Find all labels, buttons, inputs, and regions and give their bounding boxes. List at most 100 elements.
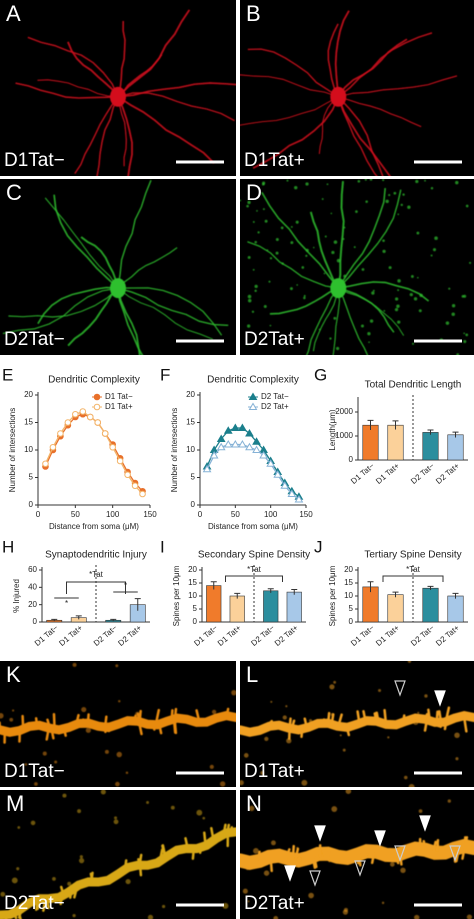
puncta bbox=[357, 179, 361, 183]
puncta bbox=[30, 820, 36, 826]
puncta bbox=[432, 248, 437, 252]
error-bar bbox=[427, 585, 434, 591]
puncta bbox=[254, 284, 258, 289]
chart-title: Synaptodendritic Injury bbox=[45, 550, 147, 561]
dendrite bbox=[252, 96, 340, 169]
dendrite bbox=[240, 96, 339, 126]
bar bbox=[286, 591, 302, 623]
puncta bbox=[410, 275, 414, 278]
puncta bbox=[372, 289, 375, 292]
marker bbox=[216, 442, 226, 451]
y-axis-label: Spines per 10μm bbox=[172, 565, 181, 626]
condition-label: D2Tat− bbox=[4, 893, 65, 914]
marker bbox=[230, 440, 240, 448]
x-tick-label: D1 Tat+ bbox=[216, 623, 243, 648]
puncta bbox=[430, 186, 434, 190]
spine bbox=[430, 849, 436, 860]
soma bbox=[110, 86, 126, 107]
puncta bbox=[252, 268, 255, 271]
marker bbox=[248, 392, 258, 400]
panel-letter: I bbox=[160, 537, 165, 556]
puncta bbox=[24, 763, 28, 766]
dendrite bbox=[337, 188, 386, 289]
dendrite bbox=[312, 287, 339, 352]
dendrite bbox=[306, 287, 339, 355]
puncta bbox=[402, 193, 405, 196]
puncta bbox=[369, 179, 373, 181]
puncta bbox=[273, 915, 279, 919]
puncta bbox=[196, 809, 203, 816]
puncta bbox=[247, 255, 251, 259]
spine bbox=[198, 843, 203, 854]
dendrite bbox=[247, 48, 339, 98]
puncta bbox=[294, 185, 298, 190]
marker bbox=[287, 489, 297, 497]
puncta bbox=[368, 341, 370, 344]
error-bar bbox=[110, 618, 117, 622]
error-bar bbox=[367, 581, 374, 593]
spine bbox=[294, 847, 300, 859]
condition-label: D1Tat− bbox=[4, 150, 65, 171]
error-bar bbox=[392, 420, 399, 430]
x-tick-label: 150 bbox=[143, 510, 157, 519]
spine bbox=[123, 859, 128, 873]
puncta bbox=[62, 793, 67, 798]
significance: *Tat bbox=[247, 565, 262, 574]
puncta bbox=[367, 332, 371, 336]
y-tick-label: 0 bbox=[349, 455, 354, 464]
dendrite bbox=[15, 82, 119, 99]
dendrite bbox=[337, 96, 378, 176]
dendrite bbox=[8, 287, 119, 318]
puncta bbox=[318, 328, 321, 331]
puncta bbox=[114, 816, 118, 820]
spine bbox=[104, 715, 108, 726]
y-tick-label: 1000 bbox=[335, 431, 353, 440]
x-tick-label: D2 Tat+ bbox=[273, 623, 300, 648]
marker bbox=[280, 481, 290, 489]
puncta bbox=[260, 770, 265, 775]
puncta bbox=[312, 246, 315, 249]
arrowhead bbox=[434, 690, 446, 707]
dendrite bbox=[337, 181, 345, 289]
puncta bbox=[263, 304, 267, 308]
y-tick-label: 5 bbox=[349, 604, 354, 613]
marker bbox=[79, 408, 87, 415]
spine bbox=[89, 872, 94, 884]
y-tick-label: 20 bbox=[344, 565, 353, 574]
condition-label: D1Tat+ bbox=[244, 150, 305, 171]
puncta bbox=[383, 309, 386, 312]
puncta bbox=[124, 717, 129, 722]
puncta bbox=[11, 709, 15, 712]
x-tick-label: D2 Tat− bbox=[92, 623, 119, 648]
dendrite bbox=[117, 287, 223, 336]
puncta bbox=[416, 231, 420, 235]
y-axis-label: Number of intersections bbox=[8, 408, 17, 492]
puncta bbox=[72, 913, 76, 918]
puncta bbox=[400, 867, 406, 873]
y-tick-label: 5 bbox=[191, 473, 196, 482]
puncta bbox=[162, 904, 166, 909]
puncta bbox=[125, 771, 129, 775]
puncta bbox=[146, 801, 150, 804]
spine bbox=[288, 717, 292, 729]
puncta bbox=[290, 241, 294, 245]
puncta bbox=[67, 881, 72, 886]
x-tick-label: 100 bbox=[106, 510, 120, 519]
puncta bbox=[305, 182, 309, 186]
spine bbox=[228, 826, 234, 836]
marker bbox=[248, 402, 258, 410]
significance-bracket bbox=[225, 575, 283, 582]
puncta bbox=[227, 713, 231, 718]
puncta bbox=[424, 179, 426, 182]
puncta bbox=[333, 240, 338, 244]
spine bbox=[225, 823, 231, 838]
puncta bbox=[0, 891, 6, 897]
spine bbox=[463, 717, 468, 733]
panel-letter: J bbox=[314, 537, 323, 556]
puncta bbox=[301, 266, 305, 269]
puncta bbox=[246, 324, 251, 328]
micrograph: B D1Tat+ bbox=[240, 0, 474, 176]
marker bbox=[245, 429, 254, 437]
spine bbox=[203, 831, 207, 845]
